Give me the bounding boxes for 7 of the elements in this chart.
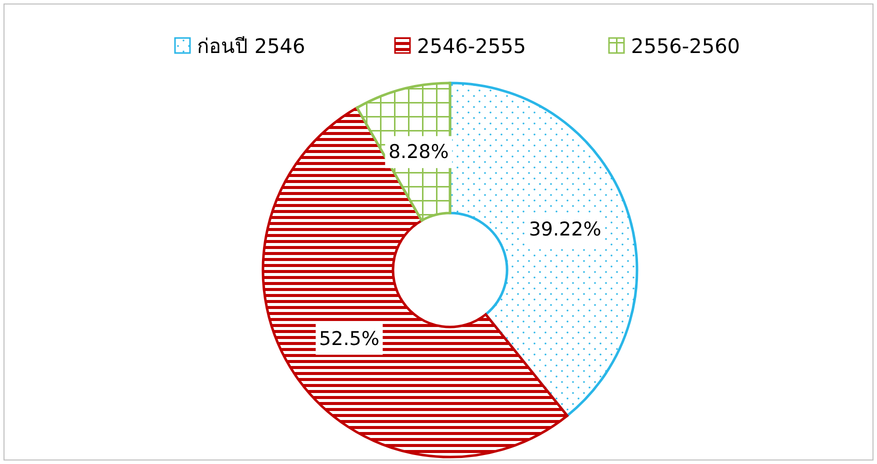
legend-label: 2556-2560 bbox=[631, 34, 740, 58]
legend-label: ก่อนปี 2546 bbox=[197, 34, 306, 58]
data-label: 52.5% bbox=[319, 328, 380, 350]
donut-slice bbox=[448, 82, 638, 417]
legend-label: 2546-2555 bbox=[417, 34, 526, 58]
data-label: 8.28% bbox=[388, 141, 449, 164]
data-label: 39.22% bbox=[528, 218, 602, 240]
